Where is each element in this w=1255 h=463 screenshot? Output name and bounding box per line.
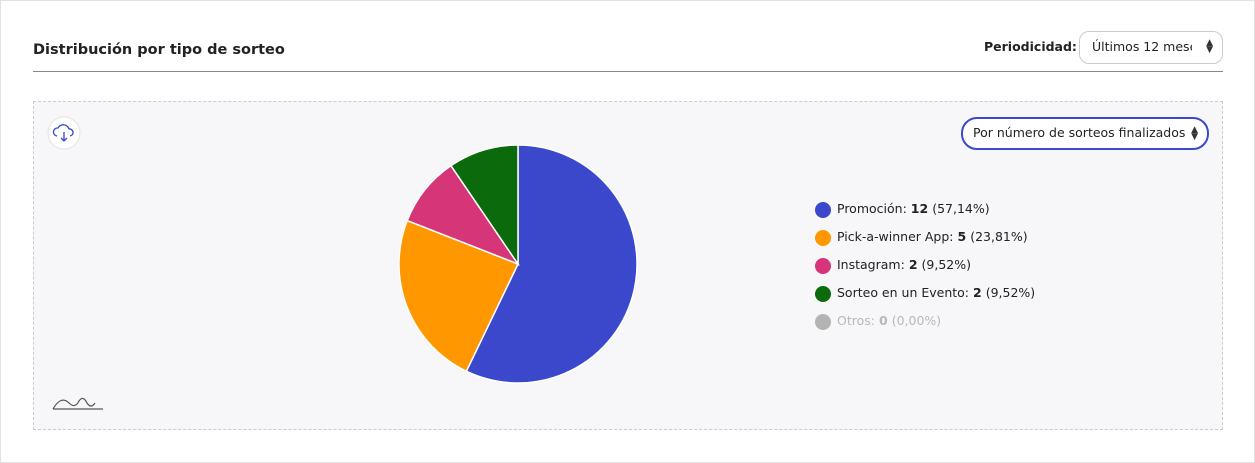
download-button[interactable] <box>47 116 81 150</box>
period-label: Periodicidad: <box>984 39 1077 54</box>
widget-title: Distribución por tipo de sorteo <box>33 42 285 58</box>
legend-entry[interactable]: Otros: 0 (0,00%) <box>815 313 941 330</box>
legend-label: Pick-a-winner App: <box>837 229 954 244</box>
legend-count: 0 <box>878 313 888 328</box>
legend-entry[interactable]: Sorteo en un Evento: 2 (9,52%) <box>815 285 1035 302</box>
legend-percent: (57,14%) <box>932 201 990 216</box>
legend-percent: (0,00%) <box>891 313 942 328</box>
caret: ▲ ▼ <box>1191 125 1198 142</box>
legend-percent: (23,81%) <box>970 229 1028 244</box>
legend-count: 2 <box>973 285 982 300</box>
period-value: Últimos 12 meses <box>1092 39 1192 54</box>
legend-entry[interactable]: Instagram: 2 (9,52%) <box>815 257 971 274</box>
legend-entry[interactable]: Promoción: 12 (57,14%) <box>815 201 990 218</box>
pie-slice <box>465 144 638 384</box>
legend-swatch <box>815 285 831 302</box>
pie-slice <box>449 144 519 267</box>
legend-percent: (9,52%) <box>921 257 971 272</box>
legend-count: 5 <box>957 229 967 244</box>
legend-count: 12 <box>910 201 929 216</box>
legend-label: Promoción: <box>837 201 907 216</box>
legend-swatch <box>815 201 831 218</box>
legend-percent: (9,52%) <box>985 285 1036 300</box>
legend-count: 2 <box>908 257 918 272</box>
legend-label: Instagram: <box>837 257 905 272</box>
legend-entry[interactable]: Pick-a-winner App: 5 (23,81%) <box>815 229 1028 246</box>
legend-swatch <box>815 313 831 330</box>
pie-slice <box>398 219 520 373</box>
divider <box>33 71 1223 72</box>
metric-value: Por número de sorteos finalizados <box>973 125 1186 140</box>
caret: ▲ ▼ <box>1206 38 1213 55</box>
legend-label: Sorteo en un Evento: <box>837 285 970 300</box>
metric-select[interactable]: Por número de sorteos finalizados ▲ ▼ <box>961 117 1209 150</box>
legend-swatch <box>815 257 831 274</box>
legend-label: Otros: <box>837 313 875 328</box>
chart-type-icon[interactable] <box>52 397 103 410</box>
period-select[interactable]: Últimos 12 meses ▲▼ <box>1079 31 1223 64</box>
legend-swatch <box>815 229 831 246</box>
